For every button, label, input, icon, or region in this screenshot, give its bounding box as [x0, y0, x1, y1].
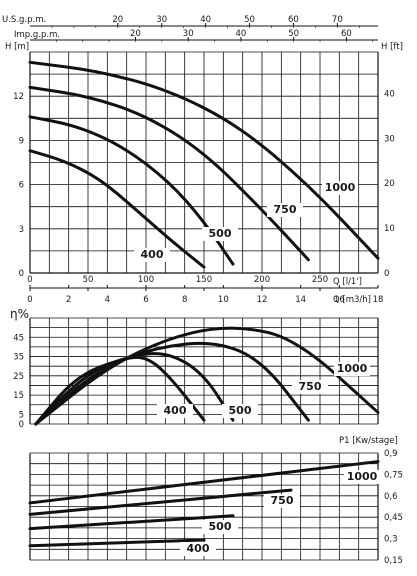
eff-curve-label: 1000 — [337, 362, 368, 375]
power-curve-label: 500 — [209, 520, 232, 533]
us-gpm-tick-label: 50 — [244, 15, 255, 25]
power-curve-1000 — [28, 460, 380, 505]
eff-curve-750 — [34, 341, 310, 426]
power-label: P1 [Kw/stage] — [339, 436, 398, 446]
curves-layer — [28, 60, 380, 548]
us-gpm-tick-label: 20 — [112, 15, 123, 25]
power-tick-label: 0,15 — [384, 556, 403, 566]
eff-curve-label-bg — [157, 404, 193, 418]
flow-lmin-tick-label: 250 — [312, 275, 328, 285]
power-tick-label: 0,9 — [384, 449, 398, 459]
flow-lmin-tick-label: 200 — [254, 275, 270, 285]
eff-tick-label: 35 — [13, 353, 24, 363]
head-curve-label-bg — [202, 227, 238, 241]
head-ft-tick-label: 30 — [384, 134, 395, 144]
power-curve-label-bg — [180, 542, 216, 556]
flow-m3h-tick-label: 0 — [27, 295, 32, 305]
eff-curve-label: 400 — [164, 404, 187, 417]
imp-gpm-tick-label: 30 — [183, 29, 194, 39]
head-curve-label: 500 — [209, 227, 232, 240]
efficiency-label: η% — [10, 307, 29, 321]
flow-m3h-tick-label: 6 — [143, 295, 148, 305]
power-tick-label: 0,45 — [384, 513, 403, 523]
eff-tick-label: 45 — [13, 333, 24, 343]
power-tick-label: 0,3 — [384, 535, 398, 545]
head-ft-tick-label: 40 — [384, 89, 395, 99]
us-gpm-tick-label: 60 — [288, 15, 299, 25]
eff-curve-label-bg — [222, 404, 258, 418]
flow-m3h-tick-label: 8 — [182, 295, 187, 305]
head-m-tick-label: 6 — [19, 181, 24, 191]
head-curve-1000 — [28, 60, 380, 260]
flow-lmin-tick-label: 150 — [196, 275, 212, 285]
flow-m3h-tick-label: 14 — [295, 295, 306, 305]
imp-gpm-tick-label: 60 — [341, 29, 352, 39]
us-gpm-tick-label: 40 — [200, 15, 211, 25]
power-curve-label-bg — [202, 520, 238, 534]
head-ft-tick-label: 0 — [384, 269, 389, 279]
imp-gpm-tick-label: 50 — [288, 29, 299, 39]
head-ft-tick-label: 10 — [384, 224, 395, 234]
power-curve-label: 750 — [271, 494, 294, 507]
eff-curve-label-bg — [292, 380, 328, 394]
head-curve-500 — [28, 115, 235, 266]
head-m-tick-label: 9 — [19, 136, 24, 146]
flow-m3h-tick-label: 2 — [66, 295, 71, 305]
eff-tick-label: 5 — [19, 410, 24, 420]
power-tick-label: 0,6 — [384, 492, 398, 502]
head-m-tick-label: 12 — [13, 92, 24, 102]
flow-lmin-label: Q [l/1'] — [333, 277, 362, 287]
imp-gpm-tick-label: 20 — [130, 29, 141, 39]
head-curve-label-bg — [134, 248, 170, 262]
flow-lmin-tick-label: 100 — [138, 275, 154, 285]
head-curve-label-bg — [267, 203, 303, 217]
power-curve-label-bg — [344, 470, 380, 484]
power-tick-label: 0,75 — [384, 470, 403, 480]
head-curve-label-bg — [322, 181, 358, 195]
head-m-label: H [m] — [5, 42, 29, 52]
flow-m3h-tick-label: 10 — [218, 295, 229, 305]
flow-m3h-label: Q [m3/h] — [333, 295, 371, 305]
flow-lmin-tick-label: 0 — [27, 275, 32, 285]
us-gpm-label: U.S.g.p.m. — [2, 15, 46, 25]
head-curve-label: 400 — [141, 248, 164, 261]
power-curve-500 — [28, 514, 235, 531]
power-curve-label-bg — [264, 494, 300, 508]
power-curve-400 — [28, 538, 206, 548]
power-curve-750 — [28, 488, 293, 516]
eff-tick-label: 0 — [19, 420, 24, 430]
imp-gpm-tick-label: 40 — [236, 29, 247, 39]
eff-curve-1000 — [34, 326, 380, 426]
eff-curve-label: 750 — [299, 380, 322, 393]
head-curve-400 — [28, 149, 206, 269]
head-m-tick-label: 3 — [19, 225, 24, 235]
us-gpm-tick-label: 70 — [332, 15, 343, 25]
flow-m3h-tick-label: 18 — [373, 295, 384, 305]
flow-lmin-tick-label: 50 — [83, 275, 94, 285]
eff-curve-label: 500 — [229, 404, 252, 417]
head-curve-label: 750 — [274, 203, 297, 216]
imp-gpm-label: Imp.g.p.m. — [14, 30, 60, 40]
flow-m3h-tick-label: 16 — [334, 295, 345, 305]
eff-curve-label-bg — [334, 362, 370, 376]
flow-m3h-tick-label: 12 — [257, 295, 268, 305]
eff-tick-label: 15 — [13, 391, 24, 401]
head-m-tick-label: 0 — [19, 269, 24, 279]
head-ft-label: H [ft] — [381, 42, 403, 52]
grid-layer — [29, 23, 379, 561]
head-curve-750 — [28, 85, 310, 262]
us-gpm-tick-label: 30 — [156, 15, 167, 25]
head-ft-tick-label: 20 — [384, 179, 395, 189]
eff-tick-label: 25 — [13, 372, 24, 382]
power-curve-label: 1000 — [347, 470, 378, 483]
head-curve-label: 1000 — [325, 181, 356, 194]
flow-m3h-tick-label: 4 — [105, 295, 110, 305]
power-curve-label: 400 — [187, 542, 210, 555]
